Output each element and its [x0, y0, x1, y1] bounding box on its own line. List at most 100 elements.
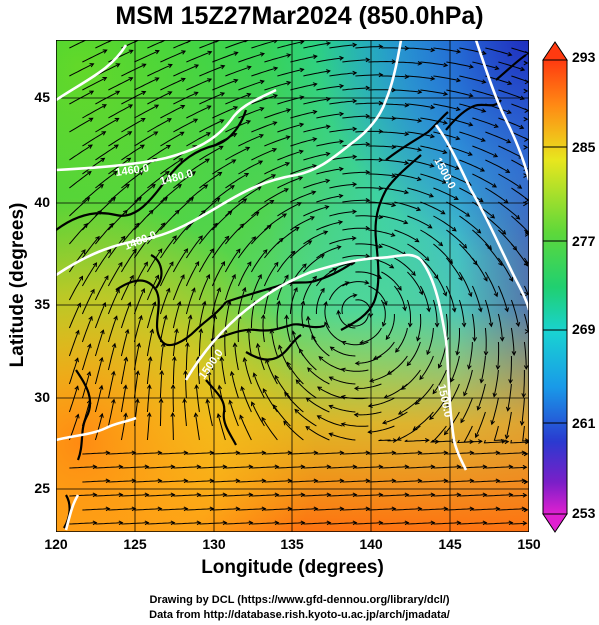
- streamline-arrowhead: [378, 464, 384, 470]
- streamline: [472, 89, 499, 99]
- streamline-arrowhead: [193, 412, 199, 418]
- streamline: [381, 47, 409, 49]
- streamline-arrowhead: [217, 171, 223, 177]
- streamline: [368, 508, 396, 511]
- streamline: [186, 480, 214, 483]
- streamline-arrowhead: [515, 322, 521, 328]
- streamline-arrowhead: [456, 49, 462, 54]
- streamline: [303, 125, 330, 133]
- streamline: [523, 370, 525, 398]
- streamline-arrowhead: [402, 306, 407, 312]
- streamline: [407, 103, 435, 109]
- streamline: [302, 276, 317, 301]
- streamline: [108, 508, 136, 511]
- streamline-arrowhead: [460, 418, 465, 424]
- streamline: [146, 413, 150, 441]
- streamline-arrowhead: [124, 328, 130, 334]
- streamline-arrowhead: [276, 300, 281, 306]
- streamline: [507, 383, 512, 411]
- streamline: [172, 274, 185, 301]
- streamline-arrowhead: [88, 117, 94, 122]
- streamline-arrowhead: [105, 450, 111, 456]
- streamline-arrowhead: [492, 392, 498, 398]
- streamline-arrowhead: [404, 492, 410, 498]
- streamline-arrowhead: [417, 478, 423, 484]
- streamline: [237, 287, 246, 315]
- streamline: [316, 508, 344, 511]
- streamline: [82, 49, 107, 63]
- streamline: [277, 176, 303, 189]
- streamline: [303, 254, 325, 273]
- streamline-arrowhead: [336, 309, 342, 315]
- streamline: [69, 171, 92, 189]
- streamline-arrowhead: [508, 520, 514, 526]
- streamline-arrowhead: [416, 176, 422, 182]
- streamline-arrowhead: [339, 506, 345, 512]
- streamline: [341, 423, 369, 427]
- streamline-arrowhead: [193, 118, 199, 123]
- streamline-arrowhead: [194, 384, 200, 390]
- streamline: [274, 375, 291, 399]
- streamline: [381, 159, 409, 164]
- streamline-arrowhead: [167, 91, 173, 96]
- streamline-arrowhead: [450, 377, 455, 383]
- streamline-arrowhead: [476, 228, 482, 234]
- streamline-arrowhead: [508, 276, 514, 282]
- x-tick-125: 125: [123, 536, 147, 552]
- streamline: [485, 47, 512, 56]
- streamline: [120, 302, 131, 329]
- streamline: [271, 329, 278, 357]
- streamline-arrowhead: [207, 50, 213, 56]
- streamline-arrowhead: [481, 108, 487, 113]
- streamline: [107, 236, 126, 259]
- streamline: [329, 466, 357, 469]
- streamline-arrowhead: [138, 314, 143, 320]
- streamline-arrowhead: [490, 420, 495, 426]
- streamline: [446, 117, 473, 126]
- streamline: [238, 134, 264, 147]
- streamline-arrowhead: [523, 365, 529, 370]
- streamline-arrowhead: [167, 63, 173, 69]
- streamline: [355, 215, 383, 218]
- streamline: [406, 299, 411, 327]
- streamline-arrowhead: [102, 104, 107, 109]
- streamline-arrowhead: [325, 151, 331, 157]
- streamline: [264, 81, 291, 91]
- streamline-arrowhead: [286, 53, 292, 58]
- streamline-arrowhead: [109, 222, 114, 228]
- streamline: [446, 89, 473, 97]
- streamline-arrowhead: [338, 220, 344, 225]
- streamline-arrowhead: [254, 211, 260, 217]
- streamline: [407, 75, 435, 80]
- streamline-arrowhead: [248, 464, 254, 470]
- streamline: [95, 171, 118, 189]
- streamline-arrowhead: [286, 80, 292, 86]
- streamline: [342, 59, 370, 63]
- streamline-arrowhead: [102, 77, 108, 82]
- streamline: [212, 452, 240, 455]
- streamline: [277, 150, 304, 161]
- streamline: [186, 508, 214, 511]
- streamline-arrowhead: [102, 49, 108, 54]
- streamline: [355, 355, 382, 364]
- streamline: [225, 466, 253, 469]
- streamline-arrowhead: [339, 139, 345, 145]
- streamline: [264, 188, 289, 203]
- streamline-arrowhead: [381, 321, 387, 327]
- streamline-arrowhead: [141, 90, 147, 96]
- streamline-arrowhead: [170, 464, 176, 470]
- streamline: [303, 494, 331, 497]
- streamline-arrowhead: [352, 209, 358, 215]
- streamline: [368, 285, 387, 306]
- streamline-arrowhead: [312, 164, 317, 169]
- streamline-arrowhead: [182, 398, 187, 403]
- streamline-arrowhead: [252, 372, 258, 378]
- streamline-arrowhead: [429, 415, 434, 421]
- streamline-arrowhead: [369, 378, 375, 383]
- streamline: [212, 480, 240, 483]
- streamline-arrowhead: [430, 104, 436, 110]
- streamline-arrowhead: [100, 157, 106, 163]
- streamline: [238, 80, 265, 91]
- streamline-arrowhead: [178, 158, 184, 163]
- streamline: [159, 235, 177, 259]
